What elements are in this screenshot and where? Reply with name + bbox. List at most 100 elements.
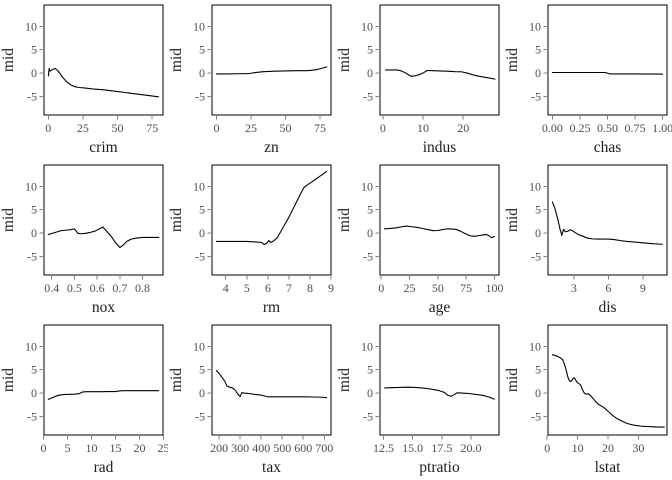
y-tick-label: 10 xyxy=(529,19,541,33)
y-axis-label: mid xyxy=(168,368,185,392)
plot-box xyxy=(547,164,668,276)
plot-panel-rad: 10 5 0 -5 0 5 10 15 20 25 mid rad xyxy=(0,320,168,480)
curve-ptratio xyxy=(384,386,495,400)
plot-panel-dis: 10 5 0 -5 3 6 9 mid dis xyxy=(504,160,672,320)
x-tick-label: 75 xyxy=(460,281,472,295)
y-tick-label: -5 xyxy=(363,89,373,103)
y-tick-label: -5 xyxy=(195,249,205,263)
x-tick-label: 10 xyxy=(572,441,584,455)
y-tick-label: -5 xyxy=(27,409,37,423)
y-tick-label: 5 xyxy=(367,43,373,57)
plot-panel-lstat: 10 5 0 -5 0 10 20 30 mid lstat xyxy=(504,320,672,480)
x-tick-label: 17.5 xyxy=(431,441,452,455)
x-axis-label: lstat xyxy=(595,459,622,476)
plot-box xyxy=(211,4,332,116)
plot-panel-crim: 10 5 0 -5 0 25 50 75 mid crim xyxy=(0,0,168,160)
y-tick-label: 5 xyxy=(535,203,541,217)
y-tick-label: 10 xyxy=(361,179,373,193)
y-tick-label: -5 xyxy=(531,409,541,423)
y-tick-label: 0 xyxy=(535,386,541,400)
y-tick-label: -5 xyxy=(27,89,37,103)
x-tick-label: 6 xyxy=(605,281,611,295)
plot-box xyxy=(547,324,668,436)
y-tick-label: 10 xyxy=(25,179,37,193)
y-tick-label: 10 xyxy=(193,19,205,33)
x-tick-label: 75 xyxy=(146,121,158,135)
x-axis-label: rad xyxy=(94,459,114,476)
x-tick-label: 30 xyxy=(632,441,644,455)
curve-rm xyxy=(215,170,327,246)
y-tick-label: 0 xyxy=(535,66,541,80)
x-axis-label: chas xyxy=(594,139,622,156)
curve-tax xyxy=(215,370,328,399)
plot-svg-chas: 10 5 0 -5 0.00 0.25 0.50 0.75 1.00 mid chas xyxy=(504,4,672,156)
curve-age xyxy=(383,225,496,239)
y-axis-label: mid xyxy=(504,208,521,232)
x-tick-label: 0 xyxy=(380,121,386,135)
x-tick-label: 0.25 xyxy=(569,121,590,135)
x-tick-label: 50 xyxy=(112,121,124,135)
plot-panel-tax: 10 5 0 -5 200 300 400 500 600 700 mid tax xyxy=(168,320,336,480)
x-tick-label: 0 xyxy=(41,441,47,455)
plot-panel-chas: 10 5 0 -5 0.00 0.25 0.50 0.75 1.00 mid chas xyxy=(504,0,672,160)
plot-box xyxy=(43,4,164,116)
x-tick-label: 10 xyxy=(86,441,98,455)
y-tick-label: 10 xyxy=(193,179,205,193)
x-tick-label: 8 xyxy=(307,281,313,295)
y-tick-label: 10 xyxy=(529,179,541,193)
y-tick-label: 5 xyxy=(535,363,541,377)
x-tick-label: 20 xyxy=(133,441,145,455)
y-tick-label: 0 xyxy=(199,66,205,80)
x-tick-label: 4 xyxy=(223,281,229,295)
y-tick-label: 10 xyxy=(25,19,37,33)
y-tick-label: 10 xyxy=(25,339,37,353)
plot-svg-tax: 10 5 0 -5 200 300 400 500 600 700 mid tax xyxy=(168,324,333,476)
x-tick-label: 12.5 xyxy=(373,441,394,455)
y-axis-label: mid xyxy=(0,208,17,232)
x-tick-label: 5 xyxy=(65,441,71,455)
x-axis-label: tax xyxy=(262,459,281,476)
x-tick-label: 20.0 xyxy=(461,441,482,455)
x-axis-label: crim xyxy=(89,139,117,156)
y-tick-label: 0 xyxy=(31,386,37,400)
x-tick-label: 600 xyxy=(294,441,312,455)
y-axis-label: mid xyxy=(168,48,185,72)
curve-lstat xyxy=(551,354,665,428)
plot-svg-lstat: 10 5 0 -5 0 10 20 30 mid lstat xyxy=(504,324,668,476)
y-tick-label: 0 xyxy=(199,226,205,240)
curve-dis xyxy=(551,201,663,245)
x-tick-label: 400 xyxy=(252,441,270,455)
plot-box xyxy=(211,324,332,436)
y-tick-label: 10 xyxy=(193,339,205,353)
x-axis-label: age xyxy=(429,299,451,316)
x-tick-label: 300 xyxy=(231,441,249,455)
y-tick-label: 0 xyxy=(367,66,373,80)
plot-box xyxy=(43,164,164,276)
y-tick-label: 10 xyxy=(361,339,373,353)
plot-box xyxy=(43,324,164,436)
x-axis-label: ptratio xyxy=(419,459,460,476)
plot-svg-ptratio: 10 5 0 -5 12.5 15.0 17.5 20.0 mid ptratio xyxy=(336,324,500,476)
y-tick-label: 0 xyxy=(367,386,373,400)
plot-panel-ptratio: 10 5 0 -5 12.5 15.0 17.5 20.0 mid ptratio xyxy=(336,320,504,480)
x-tick-label: 0 xyxy=(214,121,220,135)
x-axis-label: dis xyxy=(598,299,616,316)
x-tick-label: 50 xyxy=(432,281,444,295)
x-tick-label: 200 xyxy=(210,441,228,455)
x-tick-label: 0.8 xyxy=(135,281,150,295)
y-axis-label: mid xyxy=(168,208,185,232)
x-tick-label: 25 xyxy=(404,281,416,295)
y-tick-label: 10 xyxy=(361,19,373,33)
y-tick-label: 5 xyxy=(199,203,205,217)
x-tick-label: 0.6 xyxy=(90,281,105,295)
x-tick-label: 0 xyxy=(378,281,384,295)
y-tick-label: 5 xyxy=(31,363,37,377)
plot-box xyxy=(547,4,668,116)
plot-panel-nox: 10 5 0 -5 0.4 0.5 0.6 0.7 0.8 mid nox xyxy=(0,160,168,320)
plot-panel-zn: 10 5 0 -5 0 25 50 75 mid zn xyxy=(168,0,336,160)
y-tick-label: -5 xyxy=(363,409,373,423)
y-tick-label: 5 xyxy=(199,43,205,57)
y-tick-label: -5 xyxy=(27,249,37,263)
